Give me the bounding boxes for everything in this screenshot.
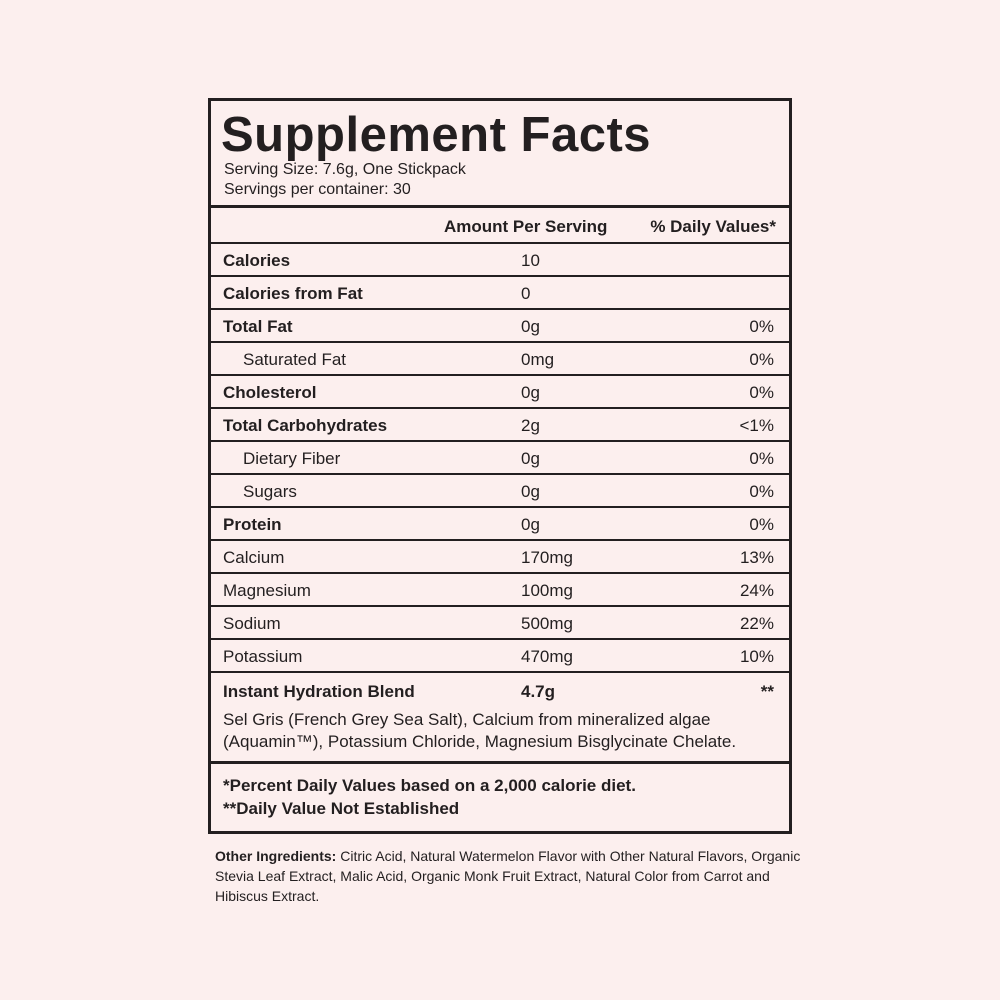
column-header: Amount Per Serving % Daily Values*	[211, 208, 789, 244]
nutrient-row: Sodium 500mg 22%	[211, 607, 789, 640]
nutrient-row: Calories 10	[211, 244, 789, 277]
nutrient-name: Sugars	[243, 482, 297, 501]
servings-per-container: Servings per container: 30	[224, 181, 411, 198]
nutrient-amount: 500mg	[521, 614, 573, 633]
nutrient-daily-value: 0%	[749, 449, 774, 468]
nutrient-daily-value: 0%	[749, 515, 774, 534]
nutrient-row: Protein 0g 0%	[211, 508, 789, 541]
nutrient-name: Magnesium	[223, 581, 311, 600]
nutrient-row: Saturated Fat 0mg 0%	[211, 343, 789, 376]
nutrient-daily-value: 13%	[739, 548, 774, 567]
nutrient-row: Magnesium 100mg 24%	[211, 574, 789, 607]
nutrient-name: Potassium	[223, 647, 303, 666]
title: Supplement Facts	[221, 108, 652, 162]
nutrient-daily-value: 0%	[749, 317, 774, 336]
blend-description: Sel Gris (French Grey Sea Salt), Calcium…	[223, 710, 737, 751]
nutrient-amount: 0	[521, 284, 531, 303]
nutrient-daily-value: 0%	[749, 383, 774, 402]
nutrient-daily-value: 22%	[739, 614, 774, 633]
nutrient-amount: 170mg	[521, 548, 573, 567]
other-label: Other Ingredients:	[215, 848, 337, 864]
column-label: Amount Per Serving	[444, 217, 608, 236]
blend: Instant Hydration Blend 4.7g ** Sel Gris…	[211, 673, 789, 764]
nutrient-row: Total Carbohydrates 2g <1%	[211, 409, 789, 442]
nutrient-name: Dietary Fiber	[243, 449, 341, 468]
footnote: **Daily Value Not Established	[223, 799, 460, 818]
nutrient-amount: 0g	[521, 515, 540, 534]
nutrient-amount: 0mg	[521, 350, 555, 369]
nutrient-daily-value: 0%	[749, 482, 774, 501]
nutrient-amount: 0g	[521, 317, 540, 336]
nutrient-row: Dietary Fiber 0g 0%	[211, 442, 789, 475]
footnotes: *Percent Daily Values based on a 2,000 c…	[211, 764, 789, 830]
facts-panel: Supplement Facts Serving Size: 7.6g, One…	[208, 98, 792, 834]
nutrient-amount: 10	[521, 251, 540, 270]
nutrient-name: Protein	[223, 515, 282, 534]
nutrient-name: Calories from Fat	[223, 284, 363, 303]
other-ingredients: Other Ingredients: Citric Acid, Natural …	[215, 846, 815, 906]
nutrient-rows: Calories 10 Calories from Fat 0 Total Fat 0g 0…	[211, 244, 789, 673]
nutrient-name: Sodium	[223, 614, 281, 633]
blend-daily-value: **	[760, 682, 774, 701]
nutrient-row: Potassium 470mg 10%	[211, 640, 789, 673]
blend-amount: 4.7g	[521, 682, 556, 701]
nutrient-row: Total Fat 0g 0%	[211, 310, 789, 343]
nutrient-name: Total Carbohydrates	[223, 416, 388, 435]
nutrient-amount: 470mg	[521, 647, 573, 666]
nutrient-daily-value: 24%	[739, 581, 774, 600]
serving-size: Serving Size: 7.6g, One Stickpack	[224, 161, 466, 178]
nutrient-row: Cholesterol 0g 0%	[211, 376, 789, 409]
footnote: *Percent Daily Values based on a 2,000 c…	[223, 776, 636, 795]
column-label: % Daily Values*	[650, 217, 776, 236]
other-text: Citric Acid, Natural Watermelon Flavor w…	[215, 848, 801, 904]
nutrient-name: Cholesterol	[223, 383, 317, 402]
nutrient-name: Calories	[223, 251, 291, 270]
nutrient-amount: 0g	[521, 482, 540, 501]
nutrient-name: Calcium	[223, 548, 285, 567]
nutrient-amount: 0g	[521, 383, 540, 402]
nutrient-daily-value: 0%	[749, 350, 774, 369]
nutrient-daily-value: <1%	[739, 416, 775, 435]
nutrient-row: Calcium 170mg 13%	[211, 541, 789, 574]
nutrient-amount: 100mg	[521, 581, 573, 600]
nutrient-row: Sugars 0g 0%	[211, 475, 789, 508]
nutrient-name: Total Fat	[223, 317, 293, 336]
nutrient-row: Calories from Fat 0	[211, 277, 789, 310]
blend-name: Instant Hydration Blend	[223, 682, 415, 701]
header: Supplement Facts Serving Size: 7.6g, One…	[211, 101, 789, 208]
nutrient-amount: 2g	[521, 416, 540, 435]
nutrient-amount: 0g	[521, 449, 540, 468]
nutrient-name: Saturated Fat	[243, 350, 347, 369]
nutrient-daily-value: 10%	[739, 647, 774, 666]
